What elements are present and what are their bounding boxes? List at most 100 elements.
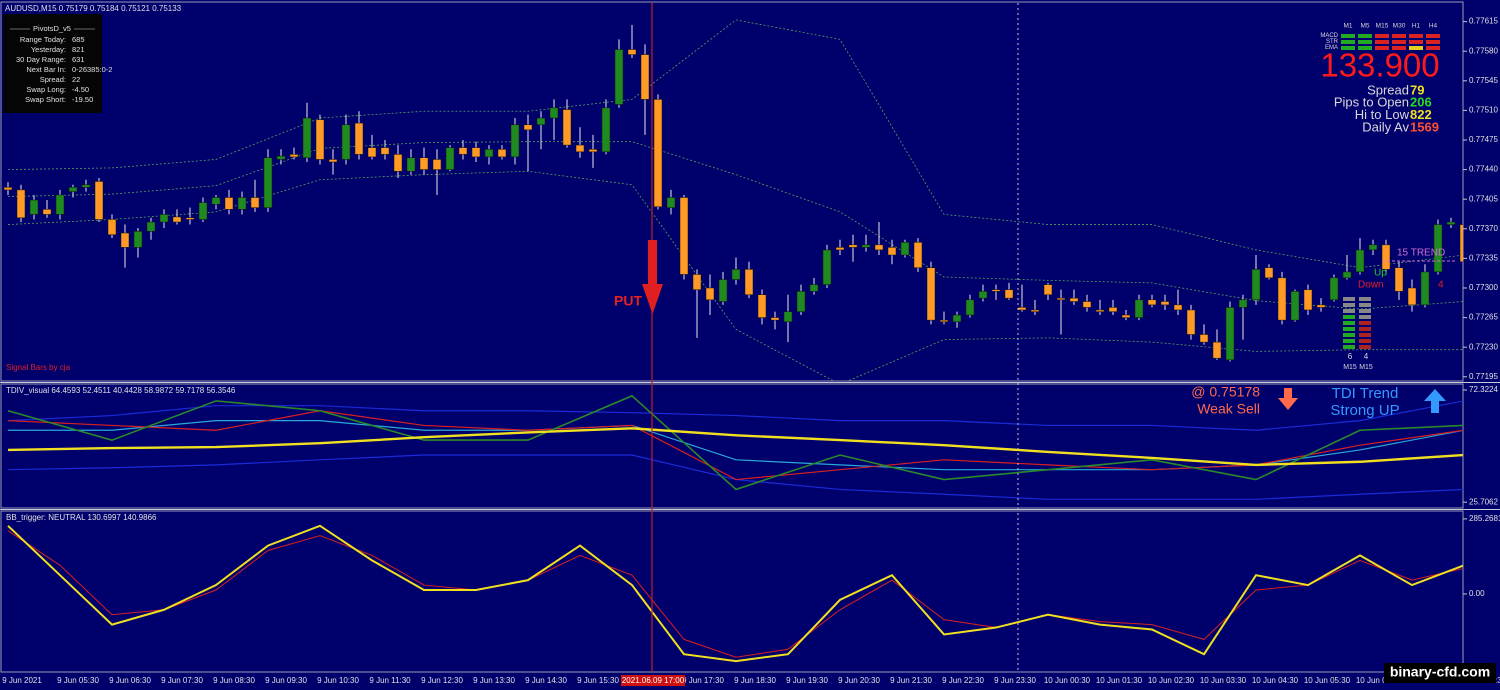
candle-body [692, 274, 702, 290]
time-label: 10 Jun 01:30 [1096, 676, 1143, 685]
tdi-trend: Strong UP [1330, 402, 1399, 419]
timeframe: H1 [1412, 23, 1421, 30]
candle-body [562, 109, 572, 146]
watermark-bg [1384, 663, 1496, 683]
candle-body [1238, 299, 1248, 308]
time-label: 9 Jun 17:30 [682, 676, 724, 685]
candle-body [1290, 291, 1300, 321]
candle-body [133, 231, 143, 248]
candle-body [1329, 277, 1339, 301]
symbol-header: AUDUSD,M15 0.75179 0.75184 0.75121 0.751… [5, 4, 182, 13]
candle-body [1407, 287, 1417, 306]
time-label: 9 Jun 18:30 [734, 676, 776, 685]
candle-body [640, 54, 650, 100]
y-tick-label: 0.77580 [1469, 46, 1498, 55]
tdi-panel [0, 383, 1464, 509]
candle-body [120, 232, 130, 248]
watermark: binary-cfd.com [1390, 664, 1490, 680]
candle-body [263, 157, 273, 208]
pivot-value: 22 [72, 75, 80, 84]
time-label: 9 Jun 09:30 [265, 676, 307, 685]
y-tick-label: 25.7062 [1469, 497, 1498, 506]
time-label: 10 Jun 02:30 [1148, 676, 1195, 685]
time-label: 10 Jun 04:30 [1252, 676, 1299, 685]
trend-cell [1341, 40, 1355, 44]
pivot-label: Spread: [40, 75, 66, 84]
candle-body [887, 247, 897, 256]
candle-body [952, 314, 962, 323]
pivots-box [3, 14, 102, 113]
candle-body [484, 149, 494, 158]
indicator-line [7, 400, 1463, 431]
time-label: 10 Jun 00:30 [1044, 676, 1091, 685]
signal-bar [1359, 333, 1371, 337]
y-tick-label: 0.77615 [1469, 17, 1498, 26]
timeframe: M30 [1393, 23, 1406, 30]
trend-cell [1375, 46, 1389, 50]
time-label: 9 Jun 13:30 [473, 676, 515, 685]
time-label: 10 Jun 05:30 [1304, 676, 1351, 685]
time-label: 10 Jun 03:30 [1200, 676, 1247, 685]
candle-body [666, 197, 676, 208]
signal-bar [1343, 345, 1355, 349]
bb-panel [0, 510, 1464, 673]
candle-body [939, 319, 949, 323]
candle-body [848, 244, 858, 248]
indicator-line [7, 530, 1463, 658]
candle-body [575, 144, 585, 153]
candle-body [458, 147, 468, 155]
candle-body [445, 147, 455, 170]
candle-body [627, 49, 637, 55]
trend-cell [1409, 34, 1423, 38]
candle-body [731, 269, 741, 280]
big-price: 133.900 [1320, 47, 1439, 84]
stat-label: Pips to Open [1334, 95, 1409, 110]
candle-body [172, 216, 182, 223]
pivot-value: 821 [72, 45, 85, 54]
timeframe: M15 [1376, 23, 1389, 30]
candle-body [419, 157, 429, 170]
trend-cell [1375, 40, 1389, 44]
trend-cell [1409, 46, 1423, 50]
indicator-line [7, 427, 1463, 467]
y-tick-label: 72.3224 [1469, 385, 1498, 394]
candle-body [549, 107, 559, 119]
candle-body [1017, 307, 1027, 311]
time-highlight-bg [621, 675, 685, 686]
candle-body [809, 284, 819, 292]
candle-body [315, 119, 325, 160]
time-label: 9 Jun 14:30 [525, 676, 567, 685]
candle-body [1043, 284, 1053, 295]
trend-cell [1358, 40, 1372, 44]
up-arrow [1424, 389, 1446, 413]
signal-bar [1359, 321, 1371, 325]
row-label: STR [1326, 39, 1339, 45]
candle-body [536, 117, 546, 126]
tdi-signal: Weak Sell [1197, 401, 1260, 417]
candle-body [107, 219, 117, 235]
trend-cell [1426, 46, 1440, 50]
tdi-plot [7, 394, 1463, 500]
trend-cell [1392, 34, 1406, 38]
time-label: 9 Jun 2021 [2, 676, 42, 685]
pivot-label: Swap Long: [26, 85, 66, 94]
candle-body [1433, 224, 1443, 273]
stat-value: 79 [1410, 82, 1424, 97]
candle-body [185, 217, 195, 220]
count: 4 [1364, 352, 1369, 361]
candle-body [1355, 249, 1365, 273]
bb-plot [7, 524, 1463, 663]
candle-body [926, 267, 936, 321]
count-label: M15 [1359, 364, 1373, 371]
signal-bar [1359, 345, 1371, 349]
timeframe: M1 [1343, 23, 1352, 30]
y-tick-label: 0.77545 [1469, 76, 1498, 85]
candle-body [1225, 307, 1235, 361]
y-tick-label: 0.77405 [1469, 194, 1498, 203]
bb-header: BB_trigger: NEUTRAL 130.6997 140.9866 [6, 513, 157, 522]
candle-body [718, 279, 728, 302]
pivot-value: -4.50 [72, 85, 89, 94]
candle-body [588, 149, 598, 153]
